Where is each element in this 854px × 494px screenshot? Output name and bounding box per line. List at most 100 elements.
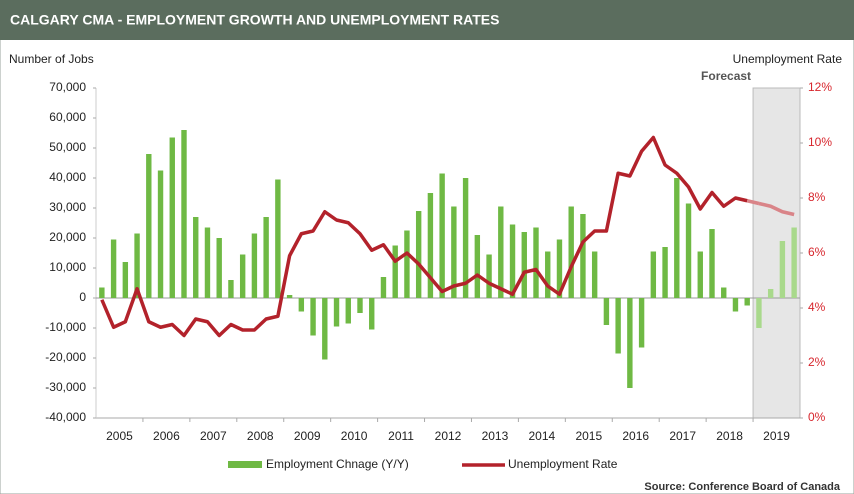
bar <box>509 224 516 298</box>
y2-tick-label: 10% <box>808 135 832 149</box>
x-tick-label: 2011 <box>388 429 414 443</box>
x-tick-label: 2008 <box>247 429 274 443</box>
bar <box>157 170 164 298</box>
y-tick-label: 60,000 <box>49 110 86 124</box>
y2-tick-label: 2% <box>808 355 826 369</box>
y-tick-label: 10,000 <box>49 260 86 274</box>
y-tick-label: 30,000 <box>49 200 86 214</box>
bar <box>322 298 328 360</box>
forecast-line <box>758 201 795 217</box>
bar <box>333 298 340 327</box>
x-tick-label: 2012 <box>435 429 462 443</box>
bar <box>369 298 375 330</box>
forecast-label: Forecast <box>701 69 751 83</box>
y-tick-label: -10,000 <box>45 320 86 334</box>
bar <box>275 179 281 298</box>
x-tick-label: 2018 <box>716 429 743 443</box>
bar <box>721 287 727 298</box>
bar <box>603 298 610 325</box>
bar <box>662 247 668 298</box>
y2-tick-label: 0% <box>808 410 826 424</box>
bar <box>638 298 645 348</box>
legend-label: Employment Chnage (Y/Y) <box>266 457 409 471</box>
bar <box>134 233 140 298</box>
bar <box>685 203 692 298</box>
line-connector <box>746 199 760 206</box>
bar <box>521 232 527 298</box>
bar <box>263 217 269 298</box>
bar <box>580 214 586 298</box>
bar <box>767 289 774 298</box>
y2-tick-label: 4% <box>808 300 826 314</box>
y2-tick-label: 12% <box>808 80 832 94</box>
bar <box>779 241 786 298</box>
x-tick-label: 2006 <box>153 429 180 443</box>
bar <box>99 287 105 298</box>
x-tick-label: 2007 <box>200 429 227 443</box>
y-tick-label: 40,000 <box>49 170 86 184</box>
bar <box>239 254 246 298</box>
bar <box>122 262 129 298</box>
bar <box>697 251 703 298</box>
bar <box>732 298 739 312</box>
bar <box>591 251 598 298</box>
x-tick-label: 2014 <box>529 429 556 443</box>
bar <box>556 239 563 298</box>
y-tick-label: -20,000 <box>45 350 86 364</box>
y-axis-label: Number of Jobs <box>9 52 94 66</box>
x-tick-label: 2016 <box>622 429 649 443</box>
bar <box>298 298 305 312</box>
bar <box>310 298 316 336</box>
bar <box>193 217 199 298</box>
bar <box>674 178 680 298</box>
x-tick-label: 2010 <box>341 429 368 443</box>
line <box>100 135 748 338</box>
bar <box>204 227 211 298</box>
x-tick-label: 2013 <box>482 429 509 443</box>
bar <box>474 235 481 298</box>
bar <box>228 280 234 298</box>
bar <box>251 233 258 298</box>
bar <box>615 298 621 354</box>
x-tick-label: 2017 <box>669 429 696 443</box>
bar <box>545 251 551 298</box>
bar <box>439 173 445 298</box>
bar <box>462 178 469 298</box>
bar <box>744 298 750 306</box>
bar <box>650 251 657 298</box>
y-tick-label: -40,000 <box>45 410 86 424</box>
y-tick-label: 20,000 <box>49 230 86 244</box>
bar <box>181 130 187 298</box>
bar <box>216 238 222 298</box>
bar <box>415 211 422 298</box>
legend-swatch <box>228 461 262 468</box>
bar <box>568 206 574 298</box>
bar <box>110 239 117 298</box>
bar <box>392 245 398 298</box>
bar <box>286 295 293 298</box>
y2-axis-label: Unemployment Rate <box>733 52 843 66</box>
bar <box>709 229 715 298</box>
bar <box>756 298 762 328</box>
x-tick-label: 2005 <box>106 429 133 443</box>
bar <box>427 193 434 298</box>
y-tick-label: -30,000 <box>45 380 86 394</box>
bar <box>380 277 387 298</box>
y-tick-label: 50,000 <box>49 140 86 154</box>
bar <box>791 227 797 298</box>
bar <box>169 137 175 298</box>
y-tick-label: 70,000 <box>49 80 86 94</box>
header-bar <box>0 0 854 40</box>
bar <box>357 298 363 313</box>
source: Source: Conference Board of Canada <box>644 481 840 493</box>
x-tick-label: 2015 <box>575 429 602 443</box>
bar <box>345 298 351 324</box>
chart-title: CALGARY CMA - EMPLOYMENT GROWTH AND UNEM… <box>10 12 499 28</box>
bar <box>451 206 457 298</box>
bar <box>533 227 539 298</box>
bar <box>627 298 633 388</box>
y2-tick-label: 6% <box>808 245 826 259</box>
x-tick-label: 2019 <box>763 429 790 443</box>
x-tick-label: 2009 <box>294 429 321 443</box>
